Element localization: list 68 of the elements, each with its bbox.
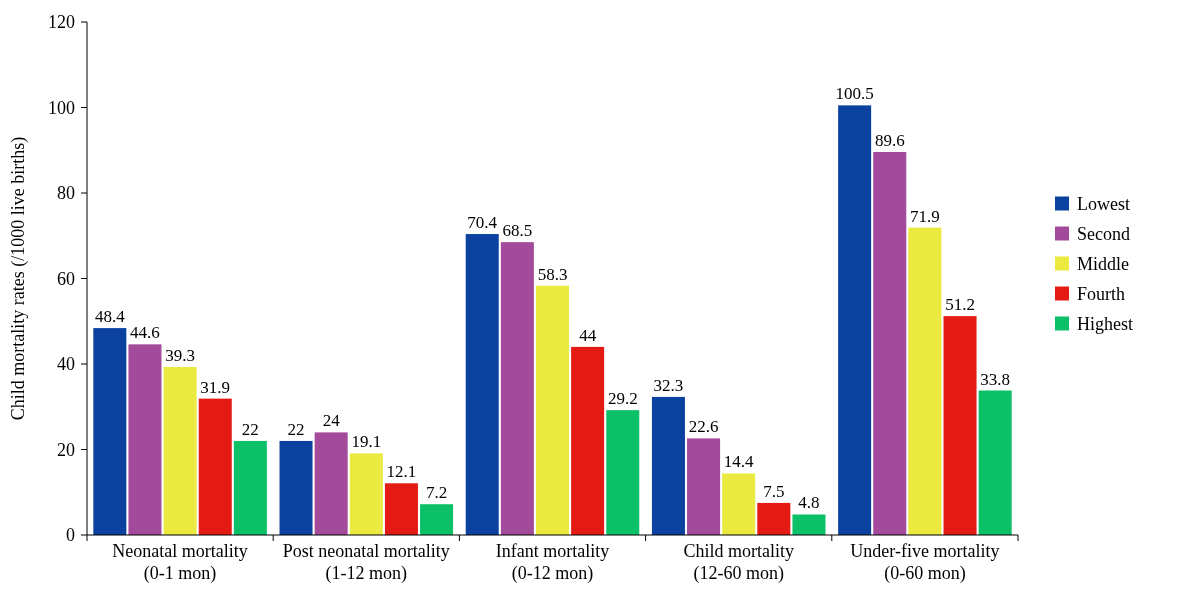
x-tick-label: Child mortality (12-60 mon): [683, 541, 794, 584]
bar: [943, 316, 977, 535]
bar: [128, 344, 162, 535]
data-label: 39.3: [165, 345, 195, 365]
y-tick-label: 0: [66, 525, 75, 546]
data-label: 70.4: [467, 213, 498, 233]
data-label: 33.8: [980, 369, 1011, 389]
data-label: 4.8: [798, 493, 820, 513]
data-label: 22.6: [688, 417, 719, 437]
y-tick-label: 100: [48, 97, 75, 118]
bar: [571, 346, 605, 535]
data-label: 71.9: [910, 206, 940, 226]
data-label: 12.1: [386, 462, 417, 482]
data-label: 32.3: [653, 375, 684, 395]
legend-label: Fourth: [1077, 283, 1126, 304]
data-label: 22: [287, 419, 305, 439]
y-tick-label: 20: [57, 439, 75, 460]
legend-label: Middle: [1077, 253, 1130, 274]
y-tick-label: 80: [57, 183, 75, 204]
legend-label: Highest: [1077, 313, 1133, 334]
data-label: 14.4: [723, 452, 755, 472]
data-label: 58.3: [537, 264, 568, 284]
bar: [722, 473, 756, 535]
legend-label: Second: [1077, 223, 1130, 244]
bar: [500, 242, 534, 535]
bar: [465, 234, 499, 535]
bar: [687, 438, 721, 535]
legend-label: Lowest: [1077, 193, 1130, 214]
data-label: 24: [322, 411, 341, 431]
bar: [873, 151, 907, 535]
bar: [606, 410, 640, 535]
y-axis-title: Child mortality rates (/1000 live births): [8, 136, 29, 421]
x-tick-label: Neonatal mortality (0-1 mon): [112, 541, 248, 584]
data-label: 68.5: [502, 221, 533, 241]
data-label: 22: [241, 419, 259, 439]
y-tick-label: 120: [48, 12, 75, 33]
data-label: 19.1: [351, 432, 382, 452]
x-tick-label: Post neonatal mortality (1-12 mon): [282, 541, 450, 584]
bar: [163, 366, 197, 535]
y-tick-label: 40: [57, 354, 75, 375]
bar: [908, 227, 942, 535]
data-label: 7.2: [425, 483, 448, 503]
bar: [838, 105, 872, 535]
bar: [535, 285, 570, 535]
bar: [384, 483, 418, 535]
data-label: 7.5: [763, 481, 785, 501]
y-tick-label: 60: [57, 268, 75, 289]
data-label: 44.6: [130, 323, 160, 343]
bar: [279, 440, 313, 535]
data-label: 31.9: [200, 377, 231, 397]
bar: [349, 453, 383, 535]
data-label: 29.2: [607, 389, 638, 409]
bar: [233, 440, 267, 535]
data-label: 51.2: [945, 295, 975, 315]
bar: [651, 396, 685, 535]
bar: [978, 390, 1012, 535]
bar: [93, 328, 127, 535]
data-label: 100.5: [835, 84, 874, 104]
data-label: 44: [579, 325, 597, 345]
bar: [198, 398, 232, 535]
bar: [314, 432, 348, 535]
data-label: 48.4: [94, 307, 126, 327]
x-tick-label: Under-five mortality (0-60 mon): [850, 541, 1000, 584]
bar: [420, 504, 454, 535]
x-tick-label: Infant mortality (0-12 mon): [495, 541, 610, 584]
bar: [757, 502, 791, 535]
data-label: 89.6: [874, 130, 905, 150]
bar: [792, 514, 826, 535]
